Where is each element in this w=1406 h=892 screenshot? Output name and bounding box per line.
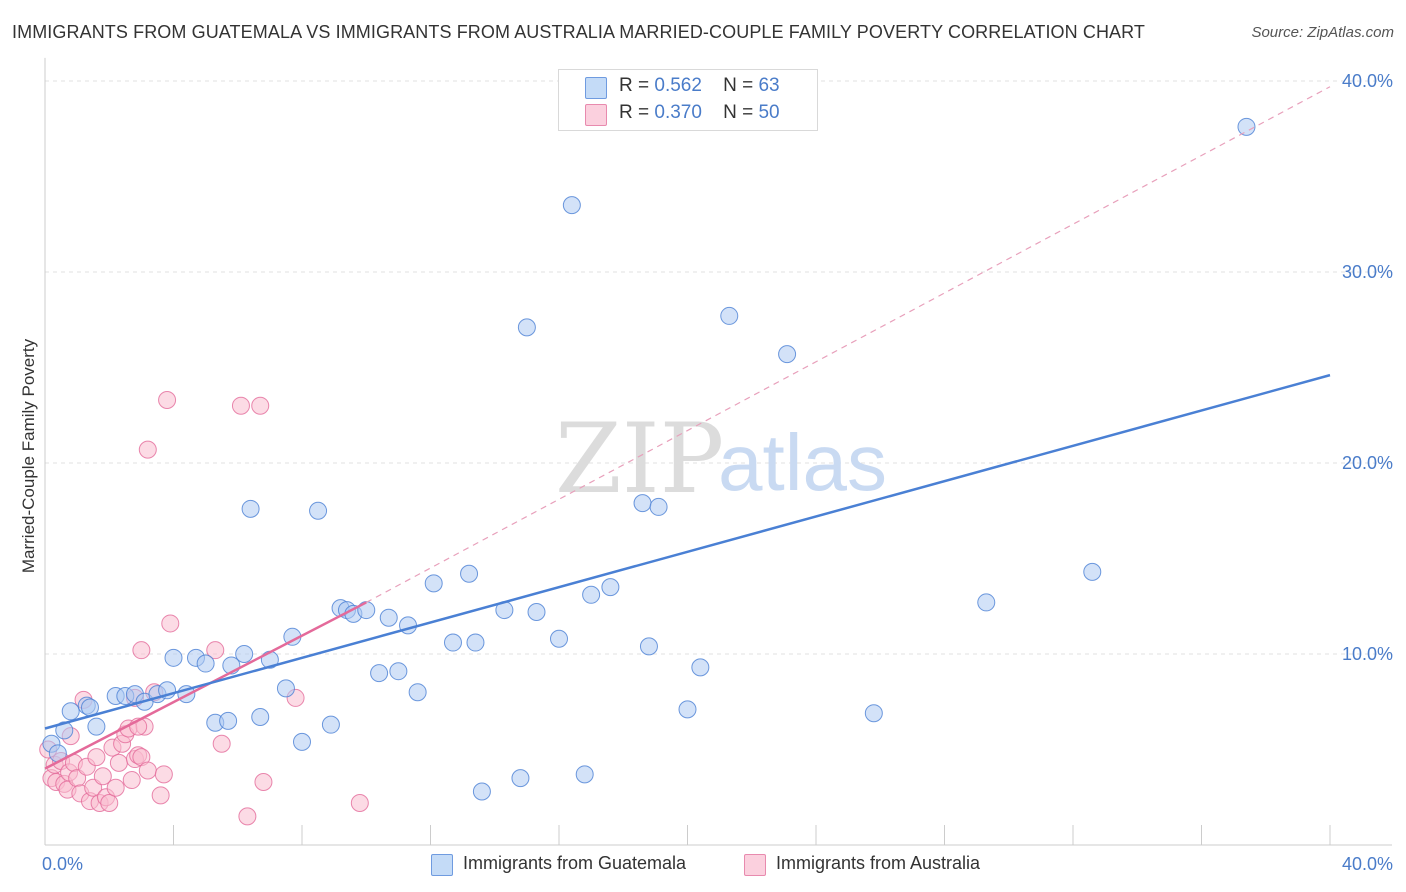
point-australia [132,641,151,660]
point-guatemala [460,564,479,583]
y-tick-label: 40.0% [1342,71,1393,91]
point-guatemala [408,683,427,702]
point-guatemala [1083,562,1102,581]
point-guatemala [472,782,491,801]
point-guatemala [321,715,340,734]
y-tick-label: 10.0% [1342,644,1393,664]
point-australia [109,753,128,772]
point-australia [161,614,180,633]
point-guatemala [562,196,581,215]
point-guatemala [219,711,238,730]
point-australia [122,771,141,790]
point-guatemala [309,501,328,520]
point-guatemala [424,574,443,593]
trend-line-guatemala [44,373,1331,730]
point-australia [87,748,106,767]
n-value-australia: 50 [758,102,780,123]
point-australia [138,440,157,459]
stats-text-guatemala: R = 0.562 N = 63 [619,75,780,96]
point-guatemala [633,494,652,513]
point-guatemala [639,637,658,656]
point-guatemala [691,658,710,677]
point-guatemala [977,593,996,612]
point-guatemala [649,497,668,516]
legend-swatch-australia [744,854,766,876]
point-guatemala [389,662,408,681]
stats-box: R = 0.562 N = 63 R = 0.370 N = 50 [558,69,818,131]
point-australia [84,778,103,797]
point-guatemala [370,664,389,683]
point-australia [212,734,231,753]
point-guatemala [864,704,883,723]
chart-title: IMMIGRANTS FROM GUATEMALA VS IMMIGRANTS … [12,22,1146,42]
point-guatemala [276,679,295,698]
point-australia [151,786,170,805]
watermark-atlas: atlas [718,418,887,507]
r-value-guatemala: 0.562 [654,75,702,96]
series-australia-points [39,390,369,826]
point-guatemala [550,629,568,648]
point-guatemala [720,306,739,325]
y-tick-label: 20.0% [1342,453,1393,473]
stats-swatch-guatemala [585,77,607,99]
point-australia [254,772,273,791]
point-australia [231,396,250,415]
trend-lines [44,86,1331,770]
point-guatemala [466,633,485,652]
point-guatemala [517,318,536,337]
point-guatemala [235,645,254,663]
point-guatemala [293,732,311,751]
point-guatemala [87,717,106,736]
gridlines [45,80,1392,655]
axes [44,57,1392,846]
tick-labels: 10.0% 20.0% 30.0% 40.0% 0.0% 40.0% [42,71,1393,874]
point-australia [138,761,157,780]
n-value-guatemala: 63 [758,75,780,96]
point-guatemala [251,708,270,727]
point-guatemala [1237,117,1256,136]
point-guatemala [241,499,260,518]
point-guatemala [778,345,797,364]
y-tick-label: 30.0% [1342,262,1393,282]
r-value-australia: 0.370 [654,102,702,123]
point-australia [206,641,225,660]
point-guatemala [164,648,183,667]
point-guatemala [379,608,398,627]
trend-extension-australia [365,86,1331,603]
legend-swatch-guatemala [431,854,453,876]
point-australia [350,793,369,812]
stats-text-australia: R = 0.370 N = 50 [619,102,780,123]
point-guatemala [601,578,620,597]
point-australia [154,765,173,784]
legend-label-guatemala: Immigrants from Guatemala [463,853,687,873]
point-australia [93,767,112,786]
point-australia [251,396,270,415]
point-australia [106,778,125,797]
point-guatemala [511,769,530,788]
point-guatemala [527,602,546,621]
point-guatemala [575,765,594,784]
point-guatemala [61,702,80,721]
source-label: Source: ZipAtlas.com [1251,24,1394,41]
point-australia [238,807,257,826]
legend-label-australia: Immigrants from Australia [776,853,981,873]
point-guatemala [678,700,697,719]
point-guatemala [582,585,601,604]
point-guatemala [443,633,462,652]
point-guatemala [196,654,215,673]
point-australia [158,390,177,409]
watermark: ZIP atlas [555,403,887,515]
stats-swatch-australia [585,104,607,126]
x-tick-label: 0.0% [42,854,83,874]
x-tick-label: 40.0% [1342,854,1393,874]
point-australia [100,793,119,812]
